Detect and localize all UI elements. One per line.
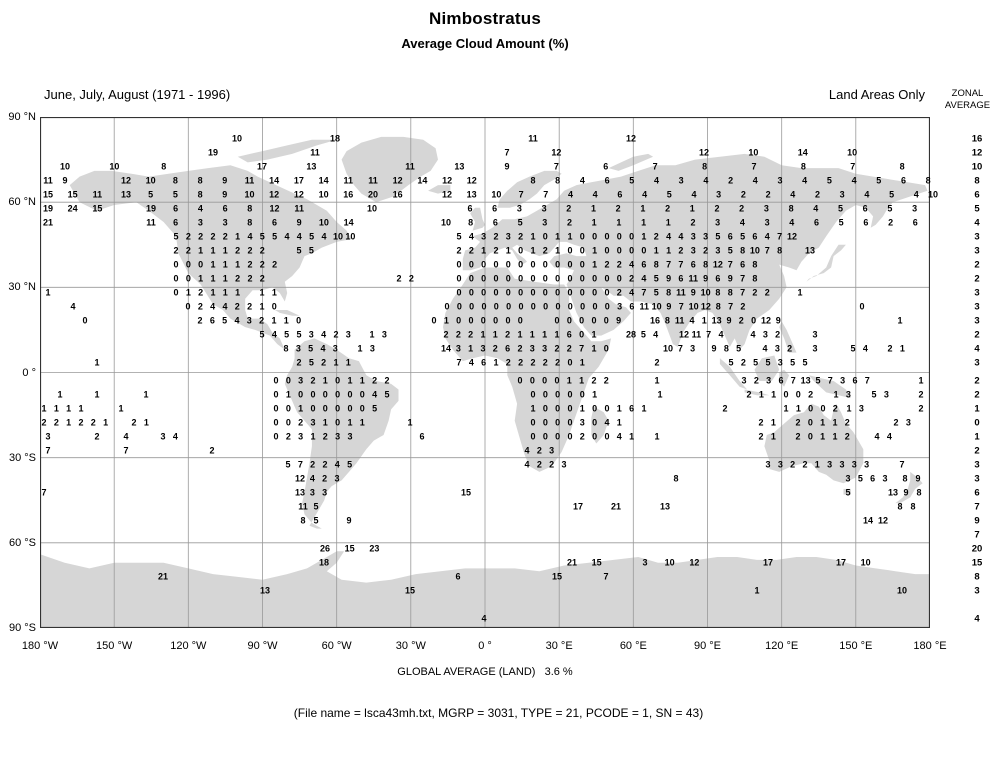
zonal-average-value: 3: [974, 459, 980, 471]
zonal-average-value: 3: [974, 473, 980, 485]
lat-tick-label: 0 °: [22, 366, 36, 379]
period-label: June, July, August (1971 - 1996): [44, 87, 231, 102]
zonal-header-line2: AVERAGE: [944, 100, 991, 111]
zonal-average-value: 10: [971, 161, 983, 173]
zonal-average-value: 3: [974, 287, 980, 299]
land-mass: [806, 244, 846, 282]
land-mass: [497, 170, 562, 208]
lat-tick-label: 90 °N: [8, 111, 36, 123]
zonal-average-value: 1: [974, 431, 980, 443]
land-mass: [591, 406, 609, 444]
zonal-average-value: 9: [974, 515, 980, 527]
zonal-average-value: 3: [974, 245, 980, 257]
lat-tick-label: 60 °S: [8, 536, 36, 549]
zonal-average-value: 8: [974, 571, 980, 583]
lon-tick-label: 120 °W: [170, 640, 207, 652]
lon-tick-label: 150 °W: [96, 640, 133, 652]
land-mass: [608, 153, 654, 171]
land-mass: [719, 358, 748, 390]
coverage-label: Land Areas Only: [828, 87, 925, 102]
land-mass: [341, 136, 438, 203]
plot-frame: [40, 117, 930, 628]
zonal-average-value: 1: [974, 403, 980, 415]
land-mass: [754, 355, 780, 381]
lon-tick-label: 180 °W: [21, 640, 59, 652]
lon-tick-label: 30 °E: [545, 640, 573, 652]
lon-tick-label: 0 °: [478, 640, 492, 652]
zonal-average-header: ZONAL AVERAGE: [938, 88, 997, 112]
land-mass: [462, 153, 928, 350]
land-mass: [237, 139, 337, 163]
zonal-average-value: 16: [971, 133, 983, 145]
zonal-average-value: 2: [974, 375, 980, 387]
zonal-average-value: 4: [974, 217, 980, 229]
zonal-average-value: 2: [974, 445, 980, 457]
zonal-average-value: 20: [971, 543, 983, 555]
land-mass: [284, 338, 399, 529]
land-mass: [764, 403, 864, 484]
land-mass: [274, 310, 300, 316]
zonal-average-value: 8: [974, 175, 980, 187]
world-map: [40, 117, 930, 628]
zonal-average-value: 4: [974, 343, 980, 355]
lon-tick-label: 90 °W: [247, 640, 278, 652]
land-mass: [779, 321, 797, 353]
land-mass: [808, 375, 851, 399]
lat-tick-label: 30 °S: [8, 451, 36, 464]
land-mass: [69, 165, 352, 350]
lat-tick-label: 60 °N: [8, 196, 36, 209]
zonal-average-value: 6: [974, 189, 980, 201]
zonal-average-value: 2: [974, 389, 980, 401]
zonal-average-value: 3: [974, 585, 980, 597]
zonal-average-value: 3: [974, 357, 980, 369]
zonal-average-value: 7: [974, 501, 980, 513]
zonal-average-value: 2: [974, 273, 980, 285]
lon-tick-label: 150 °E: [839, 640, 873, 652]
zonal-average-value: 7: [974, 529, 980, 541]
zonal-average-value: 2: [974, 329, 980, 341]
zonal-average-value: 3: [974, 231, 980, 243]
page-subtitle: Average Cloud Amount (%): [401, 36, 569, 51]
file-info-label: (File name = lsca43mh.txt, MGRP = 3031, …: [293, 706, 704, 720]
lon-tick-label: 60 °W: [321, 640, 352, 652]
lon-tick-label: 60 °E: [619, 640, 647, 652]
zonal-average-value: 2: [974, 259, 980, 271]
lat-tick-label: 30 °N: [8, 281, 36, 294]
zonal-average-value: 6: [974, 487, 980, 499]
zonal-average-value: 0: [974, 417, 980, 429]
lon-tick-label: 120 °E: [765, 640, 799, 652]
lon-tick-label: 180 °E: [913, 640, 947, 652]
lon-tick-label: 90 °E: [693, 640, 722, 652]
zonal-average-value: 12: [971, 147, 983, 159]
zonal-average-value: 4: [974, 613, 980, 625]
land-mass: [744, 389, 770, 396]
page-title: Nimbostratus: [429, 9, 541, 28]
zonal-average-value: 3: [974, 315, 980, 327]
zonal-header-line1: ZONAL: [951, 88, 984, 99]
land-mass: [895, 471, 923, 504]
land-mass: [843, 488, 851, 495]
lat-tick-label: 90 °S: [8, 622, 36, 634]
lon-tick-label: 30 °W: [395, 640, 426, 652]
zonal-average-value: 15: [971, 557, 983, 569]
zonal-average-value: 3: [974, 301, 980, 313]
land-mass: [428, 185, 451, 194]
zonal-average-value: 5: [974, 203, 980, 215]
land-mass: [470, 207, 485, 231]
global-average-label: GLOBAL AVERAGE (LAND) 3.6 %: [397, 666, 573, 678]
